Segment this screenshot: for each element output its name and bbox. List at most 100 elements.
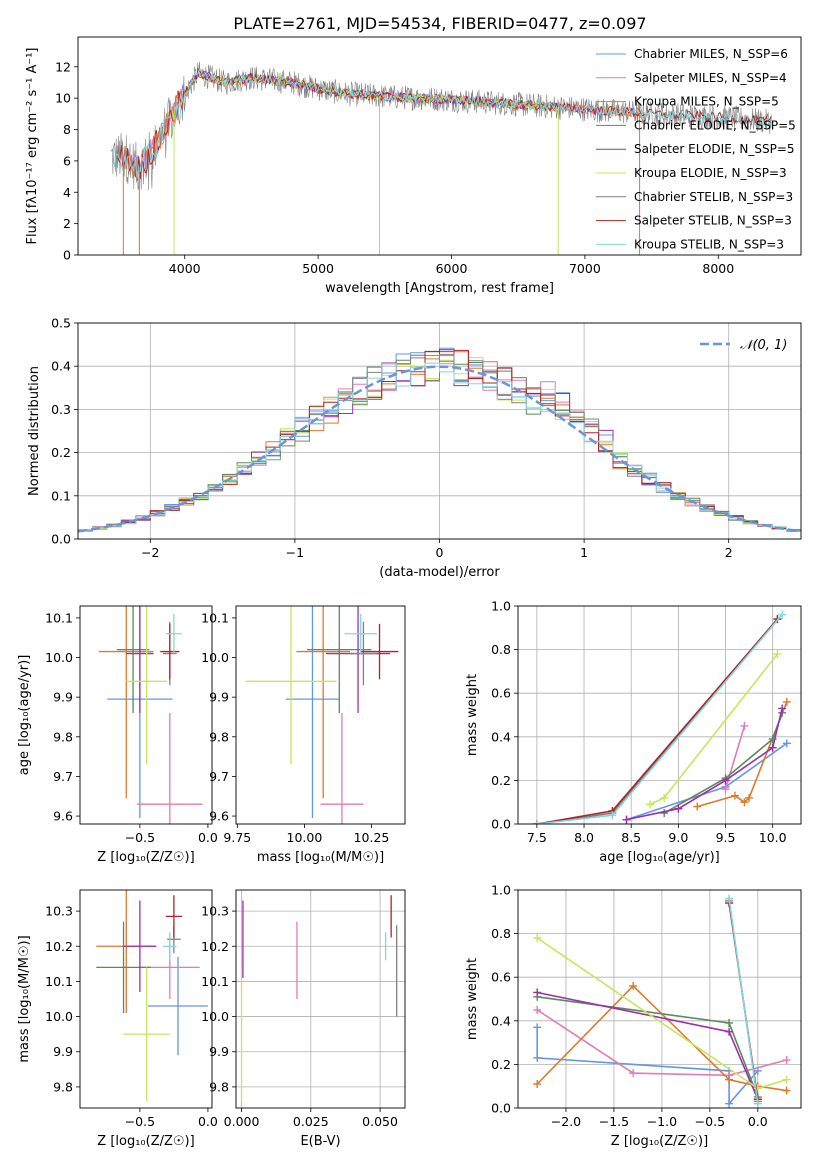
y-tick-label: 0.5 [51,316,71,331]
x-tick-label: 2 [725,545,733,560]
frame-group [79,889,213,1109]
y-tick-label: 0.8 [491,926,511,941]
y-tick-label: 9.7 [53,769,73,784]
spectrum-model-chabrier_miles [122,67,638,174]
y-tick-label: 10 [55,91,71,106]
y-tick-label: 10.1 [45,974,73,989]
weight-marker-kroupa_elodie [533,933,542,942]
x-tick-label: 0 [436,545,444,560]
weight-marker-kroupa_stelib [532,820,541,824]
weight-marker-kroupa_elodie [782,1075,791,1084]
x-tick-label: 9.75 [223,830,251,845]
y-tick-label: 9.9 [209,690,229,705]
x-tick-label: 4000 [169,261,201,276]
frame-group [79,605,213,825]
x-axis-label: wavelength [Angstrom, rest frame] [325,281,554,296]
y-tick-label: 10.1 [45,610,73,625]
y-tick-label: 0.0 [491,1101,511,1116]
weight-marker-chabrier_miles [533,1023,542,1032]
axes-frame [517,605,802,825]
y-tick-label: 0.2 [51,445,71,460]
legend-label: Salpeter ELODIE, N_SSP=5 [634,142,795,156]
axes-frame [77,322,802,540]
y-tick-label: 10.0 [201,1009,229,1024]
weight-marker-kroupa_elodie [660,793,669,802]
x-tick-label: 0.0 [198,1114,218,1129]
x-tick-label: 10.25 [354,830,390,845]
plot-area [533,894,791,1108]
weight-marker-salpeter_miles [721,785,730,794]
x-tick-label: 7.5 [527,830,547,845]
y-tick-label: 9.8 [209,729,229,744]
y-tick-label: 0.4 [491,1013,511,1028]
legend-label: Salpeter MILES, N_SSP=4 [634,71,787,85]
x-tick-label: −1 [286,545,304,560]
plot-area [240,895,398,1101]
x-tick-label: 10.00 [287,830,323,845]
x-tick-label: 8.5 [621,830,641,845]
plot-area [99,606,203,824]
x-tick-label: −0.5 [695,1114,725,1129]
y-tick-label: 10.0 [45,1009,73,1024]
y-tick-label: 10.0 [45,650,73,665]
weight-marker-kroupa_elodie [646,800,655,809]
weight-marker-salpeter_elodie [725,1027,734,1036]
x-tick-label: 8.0 [574,830,594,845]
x-tick-label: 9.0 [668,830,688,845]
legend-label: 𝒩(0, 1) [740,338,787,353]
y-tick-label: 0.0 [491,817,511,832]
axes-frame [235,605,406,825]
legend: 𝒩(0, 1) [700,338,787,353]
legend-label: Kroupa STELIB, N_SSP=3 [634,237,784,251]
y-tick-label: 9.8 [53,729,73,744]
panel-mass_vs_ebv: 0.000 0.025 0.050 9.8 9.9 10.0 10.1 10.2 10.3 E(B… [201,889,406,1149]
x-tick-label: −0.5 [125,830,155,845]
x-tick-label: 5000 [302,261,334,276]
x-tick-label: 0.050 [362,1114,398,1129]
panel-age_vs_mass: 9.75 10.00 10.25 9.6 9.7 9.8 9.9 10.0 10.1 mass [… [201,605,406,865]
x-tick-label: 10.0 [759,830,787,845]
spectrum-model-kroupa_stelib [111,68,772,180]
y-tick-label: 12 [55,59,71,74]
x-tick-label: 1 [580,545,588,560]
x-tick-label: 0.025 [293,1114,329,1129]
axes-frame [77,36,802,256]
y-axis-label: mass weight [465,958,480,1040]
y-tick-label: 2 [63,216,71,231]
weight-marker-kroupa_elodie [773,649,782,658]
histogram-salpeter_stelib [78,349,801,532]
weight-marker-chabrier_miles [782,739,791,748]
legend-label: Salpeter STELIB, N_SSP=3 [634,214,792,228]
x-tick-label: 6000 [436,261,468,276]
x-tick-label: −2.0 [551,1114,581,1129]
y-tick-label: 9.6 [53,809,73,824]
legend-label: Chabrier MILES, N_SSP=6 [634,47,788,61]
weight-line-chabrier_elodie [663,712,783,814]
x-axis-label: E(B-V) [300,1134,340,1149]
legend-label: Chabrier STELIB, N_SSP=3 [634,190,793,204]
y-tick-label: 9.9 [53,1044,73,1059]
legend: Chabrier MILES, N_SSP=6 Salpeter MILES, N… [596,47,796,251]
plot-area [245,606,399,824]
panel-weight_vs_z: −2.0 −1.5 −1.0 −0.5 0.0 0.0 0.2 0.4 0.6 0.8 1.0 Z [… [465,883,802,1149]
frame-group: Chabrier MILES, N_SSP=6 Salpeter MILES, N… [77,36,802,256]
weight-marker-salpeter_miles [533,1005,542,1014]
y-tick-label: 9.9 [209,1044,229,1059]
y-tick-label: 0.2 [491,773,511,788]
weight-line-kroupa_stelib [728,898,759,1104]
y-axis-label: mass [log₁₀(M/M☉)] [17,935,32,1062]
x-axis-label: age [log₁₀(age/yr)] [599,850,720,865]
x-axis-label: Z [log₁₀(Z/Z☉)] [97,1134,194,1149]
y-tick-label: 0.6 [491,686,511,701]
y-tick-label: 9.7 [209,769,229,784]
panel-spectrum: 4000 5000 6000 7000 8000 0 2 4 6 8 10 12 Chabrier MI… [25,36,802,296]
y-tick-label: 9.6 [209,809,229,824]
weight-line-kroupa_elodie [649,653,779,806]
y-tick-label: 9.8 [53,1079,73,1094]
y-tick-label: 0 [63,248,71,263]
y-tick-label: 8 [63,122,71,137]
y-tick-label: 0.4 [51,359,71,374]
plot-area [78,347,801,533]
y-axis-label: age [log₁₀(age/yr)] [17,655,32,776]
weight-marker-kroupa_miles [730,791,739,800]
